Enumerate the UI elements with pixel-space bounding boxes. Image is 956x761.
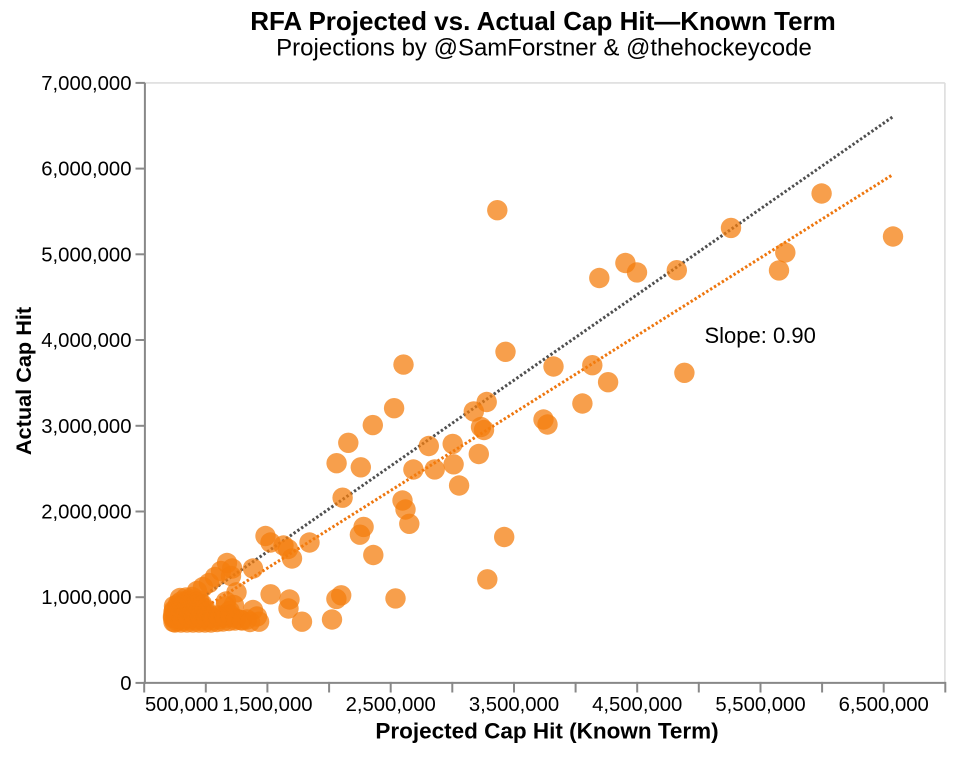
svg-text:1,500,000: 1,500,000 xyxy=(222,694,312,716)
svg-text:4,000,000: 4,000,000 xyxy=(41,330,131,352)
svg-text:6,500,000: 6,500,000 xyxy=(839,694,929,716)
svg-text:5,500,000: 5,500,000 xyxy=(715,694,805,716)
svg-text:5,000,000: 5,000,000 xyxy=(41,244,131,266)
svg-text:1,000,000: 1,000,000 xyxy=(41,587,131,609)
svg-text:6,000,000: 6,000,000 xyxy=(41,159,131,181)
svg-text:Actual Cap Hit: Actual Cap Hit xyxy=(11,307,36,455)
svg-text:3,000,000: 3,000,000 xyxy=(41,416,131,438)
svg-text:500,000: 500,000 xyxy=(145,694,218,716)
svg-text:Slope: 0.90: Slope: 0.90 xyxy=(705,323,816,348)
svg-text:3,500,000: 3,500,000 xyxy=(469,694,559,716)
svg-text:2,000,000: 2,000,000 xyxy=(41,502,131,524)
svg-text:2,500,000: 2,500,000 xyxy=(346,694,436,716)
svg-text:Projected Cap Hit (Known Term): Projected Cap Hit (Known Term) xyxy=(375,719,718,744)
svg-text:7,000,000: 7,000,000 xyxy=(41,73,131,95)
svg-text:Projections by @SamForstner &: Projections by @SamForstner & @thehockey… xyxy=(276,35,812,62)
svg-text:0: 0 xyxy=(120,673,131,695)
svg-text:RFA Projected vs. Actual Cap H: RFA Projected vs. Actual Cap Hit—Known T… xyxy=(250,6,836,36)
svg-text:4,500,000: 4,500,000 xyxy=(592,694,682,716)
